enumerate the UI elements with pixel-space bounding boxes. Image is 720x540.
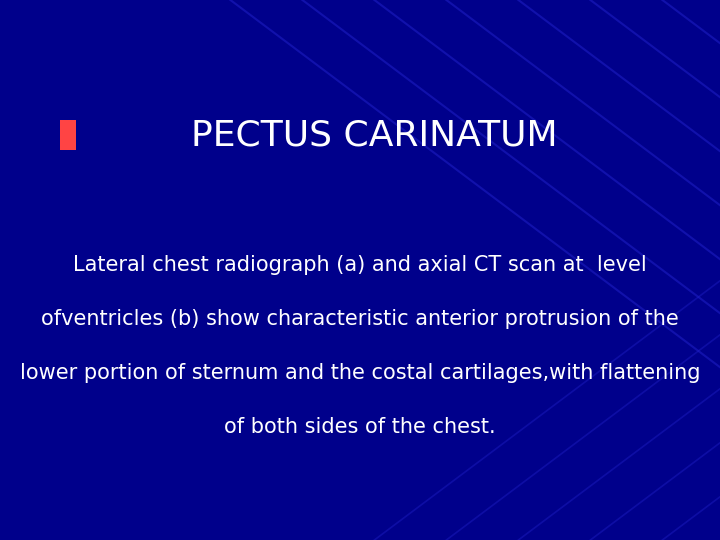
Text: lower portion of sternum and the costal cartilages,with flattening: lower portion of sternum and the costal … [19, 362, 701, 383]
Text: PECTUS CARINATUM: PECTUS CARINATUM [191, 118, 558, 152]
Text: of both sides of the chest.: of both sides of the chest. [224, 416, 496, 437]
FancyBboxPatch shape [60, 120, 76, 150]
Text: ofventricles (b) show characteristic anterior protrusion of the: ofventricles (b) show characteristic ant… [41, 308, 679, 329]
Text: Lateral chest radiograph (a) and axial CT scan at  level: Lateral chest radiograph (a) and axial C… [73, 254, 647, 275]
